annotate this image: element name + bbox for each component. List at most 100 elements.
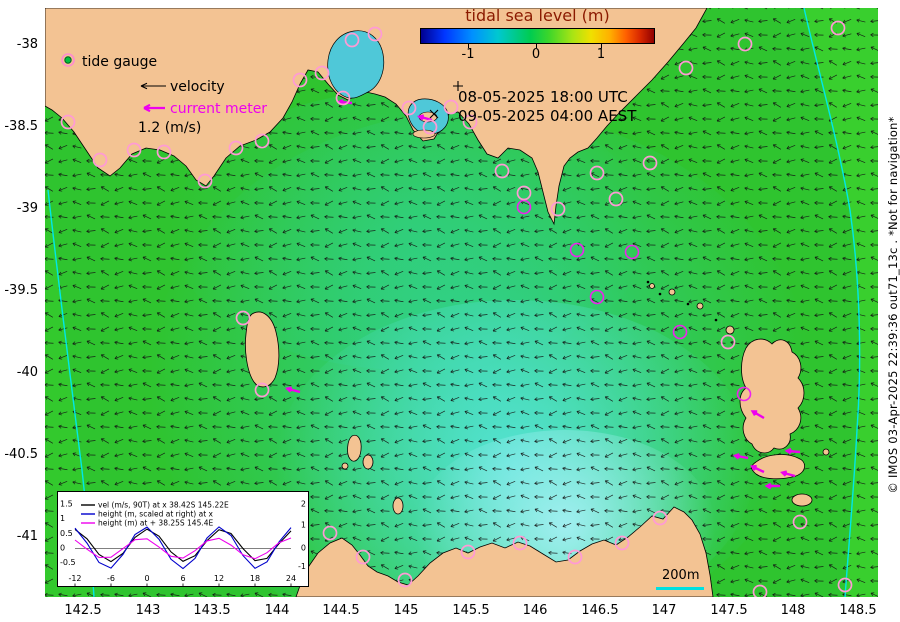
colorbar-tick (601, 44, 602, 48)
current-meter-arrow-icon (143, 103, 165, 113)
islet (725, 325, 735, 335)
tide-gauge-marker (314, 65, 330, 81)
island-hunter (347, 434, 362, 462)
island-robbins (392, 497, 404, 515)
current-meter-circle-layer (516, 199, 752, 402)
tide-gauge-marker (460, 544, 476, 560)
tide-gauge-marker (752, 584, 768, 597)
x-tick-label: 143 (135, 603, 161, 618)
current-meter-circle (589, 289, 605, 305)
tide-gauge-marker (397, 572, 413, 588)
timestamp-utc: 08-05-2025 18:00 UTC (458, 88, 628, 106)
tide-gauge-marker (235, 310, 251, 326)
x-tick-label: 146 (522, 603, 548, 618)
tide-gauge-marker (156, 144, 172, 160)
current-meter-vector (784, 447, 801, 455)
current-meter-vector (764, 482, 780, 490)
current-meter-vector (750, 410, 765, 420)
tide-gauge-marker (401, 100, 417, 116)
velocity-legend-label: velocity (170, 79, 225, 95)
tide-gauge-marker (720, 334, 736, 350)
tide-gauge-marker (830, 20, 846, 36)
current-meter-circle (736, 386, 752, 402)
tide-gauge-marker (254, 133, 270, 149)
land-victoria (45, 8, 708, 226)
tide-gauge-marker (228, 140, 244, 156)
colorbar-tick (536, 44, 537, 48)
tide-gauge-layer (60, 20, 853, 597)
reference-markers (429, 81, 463, 119)
x-tick-label: 142.5 (64, 603, 102, 618)
y-tick-label: -40.5 (4, 447, 38, 462)
x-marker (429, 109, 439, 119)
timestamp-local: 09-05-2025 04:00 AEST (458, 107, 637, 125)
tide-gauge-marker (642, 155, 658, 171)
tide-gauge-marker (512, 535, 528, 551)
scale-bar-line (656, 587, 704, 590)
tide-gauge-marker (589, 165, 605, 181)
tide-gauge-marker (60, 114, 76, 130)
inset-series-line (74, 537, 292, 560)
tide-gauge-marker (567, 549, 583, 565)
inset-yleft-label: 0.5 (60, 529, 73, 538)
tide-gauge-marker (367, 26, 383, 42)
tide-gauge-marker (737, 36, 753, 52)
current-meter-circle (624, 244, 640, 260)
tide-gauge-marker (443, 99, 459, 115)
inset-plot: -12 -6 0 6 12 18 24 1.5 1 0.5 0 -0.5 2 1… (57, 491, 309, 587)
y-tick-label: -38 (16, 37, 38, 52)
inset-series-line (74, 528, 292, 563)
tide-gauge-marker (344, 32, 360, 48)
tide-gauge-marker (92, 152, 108, 168)
islet (822, 448, 830, 456)
inset-x-label: 18 (250, 574, 260, 583)
current-meter-circle (569, 242, 585, 258)
y-tick-label: -39.5 (4, 283, 38, 298)
tide-gauge-marker (678, 60, 694, 76)
islet (696, 302, 704, 310)
inset-x-ticks (74, 583, 292, 587)
rocks-layer (646, 280, 718, 322)
inset-yright-label: -1 (298, 562, 306, 571)
tide-gauge-marker (355, 549, 371, 565)
inset-yright-label: 0 (301, 544, 306, 553)
inset-legend-vel: vel (m/s, 90T) at x 38.42S 145.22E (98, 501, 229, 510)
tide-gauge-marker (494, 163, 510, 179)
inset-x-label: -12 (68, 574, 81, 583)
inset-yleft-label: -0.5 (60, 558, 76, 567)
tide-gauge-marker (462, 114, 478, 130)
shelf-contour-east (803, 8, 861, 597)
tide-gauge-icon (61, 53, 75, 67)
current-meter-vector (750, 464, 765, 474)
current-meter-legend-label: current meter (170, 101, 268, 117)
x-tick-label: 146.5 (581, 603, 619, 618)
timestamp-block: 08-05-2025 18:00 UTC 09-05-2025 04:00 AE… (458, 88, 636, 126)
colorbar-tick (468, 44, 469, 48)
inset-x-label: 24 (286, 574, 296, 583)
inset-yleft-label: 1 (60, 514, 65, 523)
velocity-scale-label: 1.2 (m/s) (138, 120, 202, 136)
colorbar-tick-label: 0 (531, 47, 541, 62)
tide-gauge-legend-label: tide gauge (82, 54, 158, 70)
plus-marker (453, 81, 463, 91)
inset-legend-height: height (m) at + 38.25S 145.4E (98, 519, 214, 528)
current-meter-vector (417, 114, 433, 122)
island-flinders (739, 338, 805, 454)
x-tick-label: 148.5 (839, 603, 877, 618)
x-tick-label: 143.5 (193, 603, 231, 618)
current-meter-circle (516, 199, 532, 215)
tide-gauge-marker (792, 514, 808, 530)
bays-layer (327, 30, 449, 139)
velocity-arrow-icon (140, 82, 166, 90)
y-tick-label: -38.5 (4, 119, 38, 134)
colorbar-tick-label: 1 (596, 47, 606, 62)
inset-yright-label: 2 (301, 500, 306, 509)
tide-gauge-marker (126, 142, 142, 158)
colorbar-title: tidal sea level (m) (465, 6, 610, 25)
tide-gauge-marker (837, 577, 853, 593)
inset-yright-label: 1 (301, 521, 306, 530)
inset-frame (57, 491, 309, 587)
current-meter-circle (672, 324, 688, 340)
y-tick-label: -39 (16, 201, 38, 216)
